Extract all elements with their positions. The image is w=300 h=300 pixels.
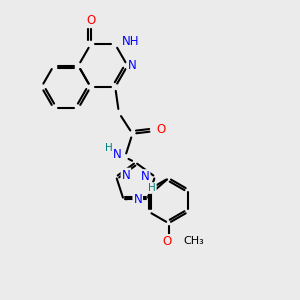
Text: NH: NH — [122, 35, 139, 48]
Text: N: N — [128, 59, 136, 72]
Text: N: N — [141, 170, 149, 183]
Text: H: H — [105, 143, 112, 153]
Text: N: N — [113, 148, 122, 160]
Text: H: H — [148, 183, 156, 193]
Text: O: O — [162, 235, 172, 248]
Text: N: N — [122, 169, 130, 182]
Text: O: O — [86, 14, 95, 27]
Text: O: O — [156, 123, 166, 136]
Text: N: N — [134, 193, 142, 206]
Text: CH₃: CH₃ — [183, 236, 204, 247]
